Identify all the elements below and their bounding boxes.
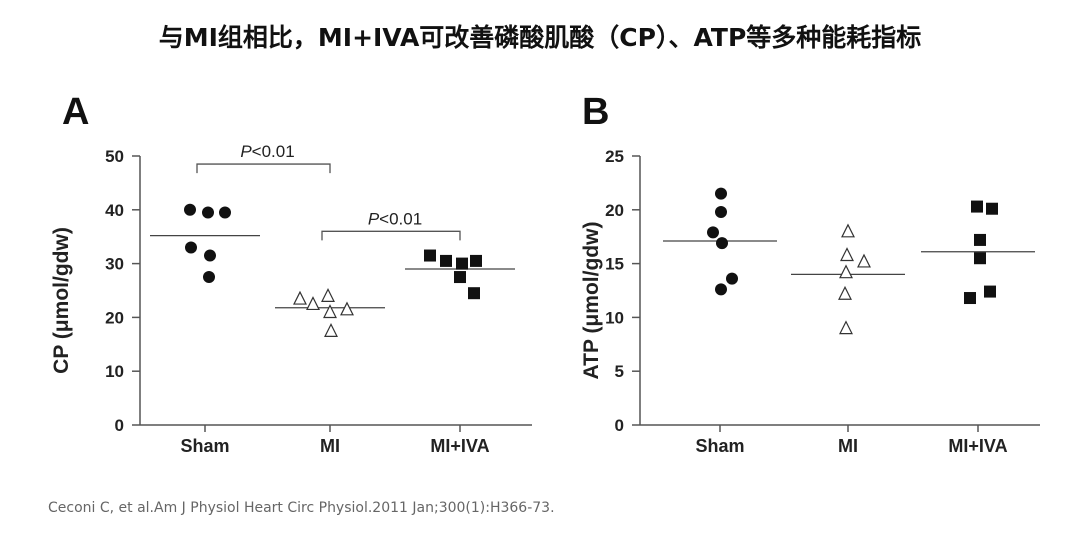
panel-a-point-mi-iva: [424, 249, 436, 262]
panel-b-chart: B 0 5 10 15 20 25 ATP (μmol/gdw) Sham MI MI+IVA: [580, 91, 1040, 456]
panel-a-sig-bracket-2: [321, 230, 461, 241]
panel-a-sig-label-1: P<0.01: [240, 142, 294, 161]
panel-a-y-axis-label: CP (μmol/gdw): [50, 227, 73, 374]
panel-b-point-mi-iva: [974, 252, 986, 265]
panel-a-sig-label-2: P<0.01: [368, 209, 422, 228]
panel-b-y-tick-label: 5: [615, 362, 624, 381]
panel-a-chart: A 0 10 20 30 40 50 CP (μmol/gdw) Sham MI MI+IVA P<0…: [50, 91, 532, 456]
panel-b-x-tick-label: Sham: [695, 436, 744, 456]
panel-b-point-mi: [838, 285, 852, 300]
panel-a-y-tick-label: 30: [105, 255, 124, 274]
panel-a-point-sham: [202, 206, 214, 219]
panel-a-sig-bracket-1: [196, 163, 331, 174]
panel-b-point-sham: [726, 272, 738, 285]
panel-a-point-mi: [323, 304, 337, 319]
panel-a-point-mi-iva: [470, 254, 482, 267]
panel-a-point-mi-iva: [468, 287, 480, 300]
panel-a-point-sham: [184, 203, 196, 216]
panel-a-x-tick-label: MI+IVA: [430, 436, 489, 456]
panel-b-y-tick-label: 25: [605, 147, 624, 166]
panel-b-point-mi: [839, 320, 853, 335]
panel-a-y-tick-label: 10: [105, 362, 124, 381]
panel-b-point-mi-iva: [971, 200, 983, 213]
panel-a-x-tick-label: MI: [320, 436, 340, 456]
panel-a-point-mi: [324, 323, 338, 337]
panel-b-y-tick-label: 15: [605, 255, 624, 274]
panel-a-y-tick-label: 50: [105, 147, 124, 166]
panel-a-x-tick-label: Sham: [180, 436, 229, 456]
panel-b-point-mi-iva: [986, 202, 998, 215]
panel-a-point-mi-iva: [454, 271, 466, 284]
panel-a-point-sham: [204, 249, 216, 262]
panel-b-x-tick-label: MI+IVA: [948, 436, 1007, 456]
panel-b-point-mi: [841, 223, 855, 238]
panel-b-point-mi: [840, 247, 854, 262]
panel-a-point-sham: [185, 241, 197, 254]
panel-b-point-mi: [857, 253, 871, 268]
panel-b-point-sham: [715, 187, 727, 200]
panel-b-y-tick-label: 0: [615, 416, 624, 435]
panel-b-point-mi: [839, 264, 853, 279]
panel-b-point-mi-iva: [974, 233, 986, 246]
panel-a-point-mi: [293, 290, 307, 305]
panel-b-point-sham: [715, 283, 727, 296]
panel-b-point-mi-iva: [964, 292, 976, 305]
panel-b-point-sham: [716, 237, 728, 250]
page-title: 与MI组相比，MI+IVA可改善磷酸肌酸（CP）、ATP等多种能耗指标: [158, 23, 922, 52]
panel-a-y-tick-label: 20: [105, 308, 124, 327]
citation: Ceconi C, et al.Am J Physiol Heart Circ …: [48, 500, 555, 516]
panel-a-point-sham: [203, 271, 215, 284]
panel-a-y-tick-label: 0: [115, 416, 124, 435]
panel-a-point-mi: [306, 296, 320, 311]
panel-b-letter: B: [582, 91, 609, 133]
panel-b-y-tick-label: 20: [605, 201, 624, 220]
panel-a-point-sham: [219, 206, 231, 219]
panel-a-point-mi: [321, 288, 335, 302]
panel-a-y-tick-label: 40: [105, 201, 124, 220]
panel-b-point-mi-iva: [984, 285, 996, 298]
panel-a-point-mi-iva: [456, 257, 468, 270]
panel-b-point-sham: [707, 226, 719, 239]
panel-a-point-mi-iva: [440, 254, 452, 267]
panel-b-y-tick-label: 10: [605, 308, 624, 327]
panel-a-point-mi: [340, 301, 354, 316]
panel-b-y-axis-label: ATP (μmol/gdw): [580, 222, 603, 380]
panel-b-x-tick-label: MI: [838, 436, 858, 456]
panel-a-letter: A: [62, 91, 89, 133]
panel-b-point-sham: [715, 205, 727, 218]
